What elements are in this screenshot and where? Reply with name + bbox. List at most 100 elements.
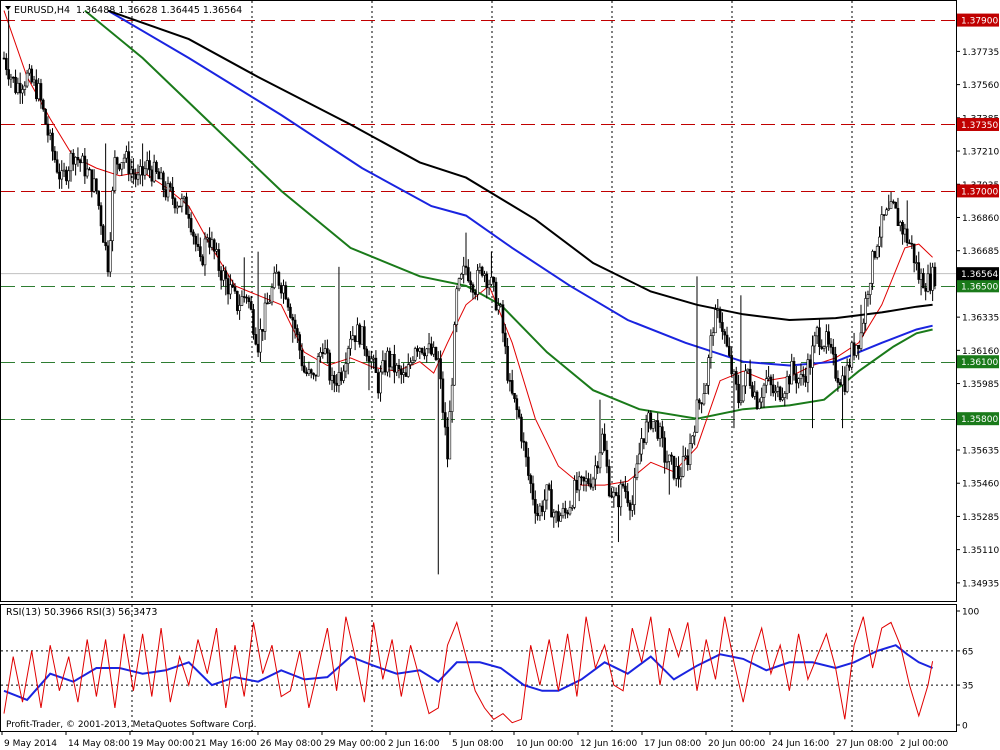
candle-body [53,150,57,161]
candle-body [926,273,930,292]
rsi-line-RSI(13) [3,644,933,702]
candle-body [700,402,703,405]
candle-body [266,302,269,305]
candle-body [335,382,338,386]
candle-body [436,358,440,360]
candle-body [397,364,401,370]
candle-body [753,391,757,397]
price-pane-frame [0,0,957,602]
price-tick-label: 1.34935 [962,579,999,589]
candle-body [7,69,10,80]
candle-body [776,386,780,392]
candle-body [836,378,840,383]
candle-body [783,393,787,398]
candle-body [201,256,204,266]
candle-body [240,296,244,306]
level-tag-text: 1.37350 [961,121,998,131]
candle-body [716,309,720,311]
candle-body [628,502,632,511]
candle-body [30,68,34,83]
candle-body [395,364,399,373]
candle-body [520,416,523,442]
candle-body [795,373,798,384]
candle-body [226,278,230,295]
rsi-time-grid [131,605,853,731]
candle-body [28,68,31,74]
candle-body [388,350,392,368]
candle-body [351,335,355,340]
candle-body [448,411,452,460]
candle-body [41,99,45,110]
candle-body [360,326,364,345]
candle-body [67,170,70,182]
candle-body [688,443,692,465]
candle-body [642,438,646,443]
candle-body [487,284,491,288]
candle-body [192,231,195,237]
candle-body [813,335,817,347]
price-pane[interactable]: 1.379001.377351.375601.373851.373501.372… [0,0,1000,602]
candle-body [90,169,94,192]
candle-body [917,262,921,280]
candle-body [217,249,221,271]
time-tick-label: 10 Jun 00:00 [516,739,573,749]
time-tick-label: 21 May 16:00 [195,739,257,749]
candle-body [820,346,824,349]
candle-body [2,57,6,60]
candle-body [483,273,486,276]
dropdown-triangle-icon[interactable] [5,6,11,10]
candle-body [492,276,496,283]
candle-body [316,356,320,377]
candle-body [892,201,895,203]
candle-body [74,157,77,165]
candle-body [212,239,216,252]
price-tick-label: 1.35460 [962,480,999,490]
candle-body [901,221,904,235]
candle-body [711,332,715,337]
price-tick-label: 1.35635 [962,447,999,457]
candle-body [538,505,542,517]
candle-body [62,169,66,172]
candle-body [931,266,934,291]
candle-body [811,345,814,368]
candle-body [446,426,449,460]
candle-body [933,266,937,287]
candle-body [460,273,463,279]
candle-body [889,201,893,209]
symbol-label: EURUSD,H4 [14,5,70,16]
candle-body [850,342,854,368]
candle-body [695,399,699,433]
candle-body [614,492,618,496]
candle-body [238,305,241,311]
level-tag-1.36500 [957,279,999,293]
candle-body [69,152,73,172]
candle-body [5,57,8,70]
candle-body [106,245,110,273]
candle-body [125,151,128,159]
level-tag-1.37900 [957,13,999,27]
candle-body [746,368,750,372]
candle-body [208,237,211,248]
moving-average-ma_black [107,9,933,322]
candle-body [342,370,345,381]
candle-body [785,376,789,394]
candle-body [640,438,643,455]
candle-body [305,371,308,374]
candle-body [95,178,98,192]
ohlc-values: 1.36488 1.36628 1.36445 1.36564 [76,5,242,16]
time-tick-label: 20 Jun 00:00 [708,739,765,749]
candle-body [547,484,551,490]
candle-body [540,505,544,512]
candle-body [631,504,634,511]
candle-body [270,287,274,303]
candle-body [808,359,812,368]
candle-body [337,372,341,386]
candle-body [670,454,673,457]
candle-body [603,433,606,451]
time-tick-label: 29 May 00:00 [324,739,386,749]
candle-body [319,352,322,357]
price-tick-label: 1.36160 [962,347,999,357]
candle-body [910,243,914,245]
